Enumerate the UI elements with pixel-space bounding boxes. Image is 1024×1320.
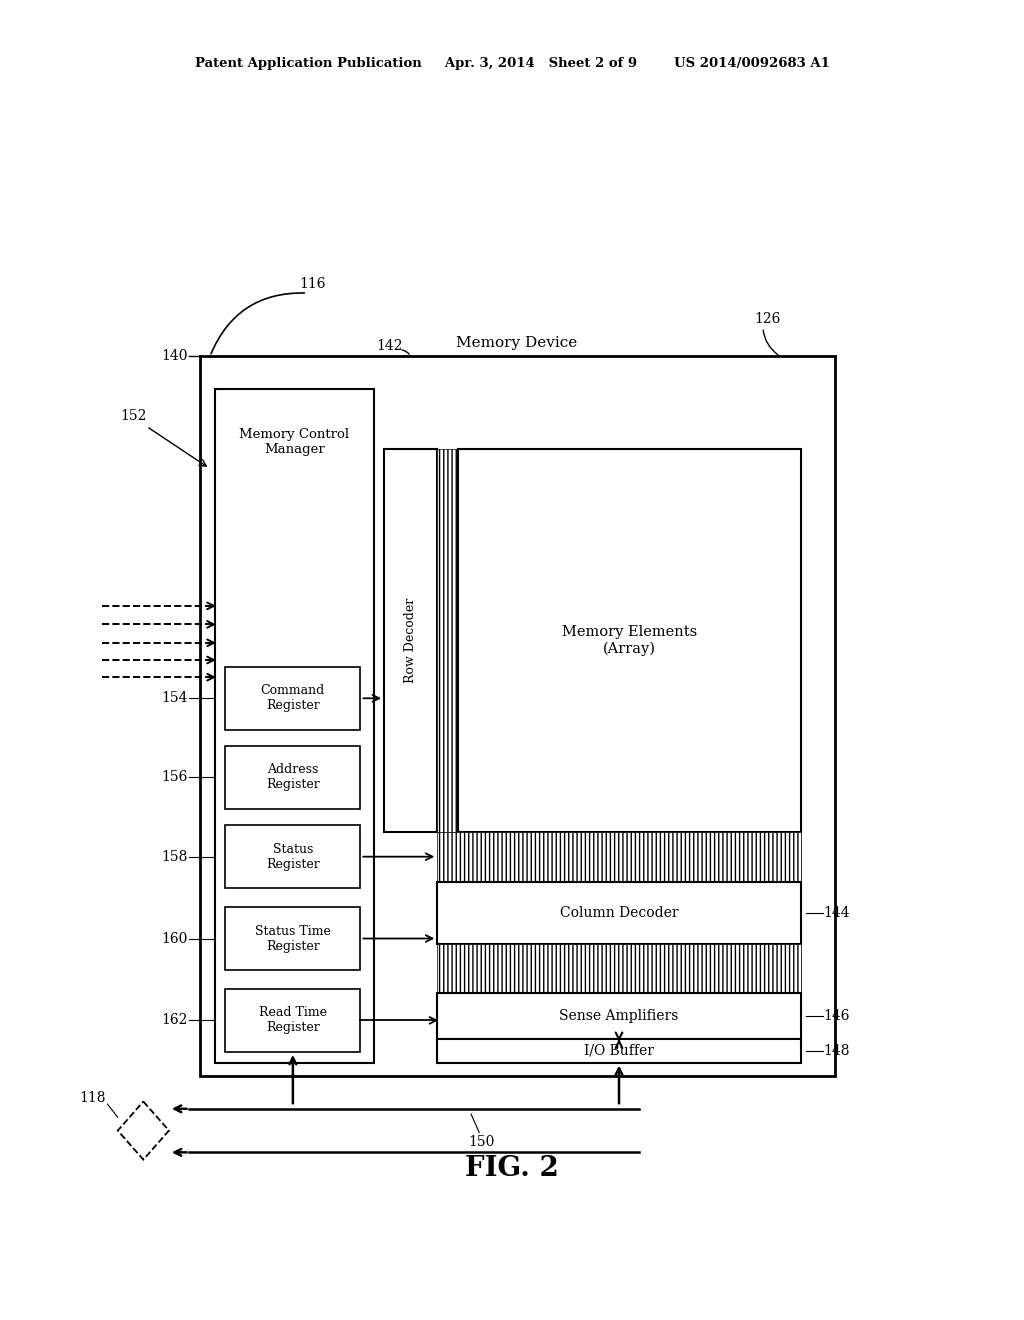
Text: Memory Elements
(Array): Memory Elements (Array)	[561, 624, 697, 656]
Text: FIG. 2: FIG. 2	[465, 1155, 559, 1181]
Text: Patent Application Publication     Apr. 3, 2014   Sheet 2 of 9        US 2014/00: Patent Application Publication Apr. 3, 2…	[195, 57, 829, 70]
Text: 154: 154	[161, 692, 187, 705]
Text: 152: 152	[120, 409, 146, 422]
Text: 160: 160	[161, 932, 187, 945]
Text: I/O Buffer: I/O Buffer	[584, 1044, 654, 1057]
Text: 142: 142	[376, 339, 402, 352]
Bar	[437, 1039, 801, 1063]
Bar	[437, 993, 801, 1039]
Text: Command
Register: Command Register	[261, 684, 325, 713]
Text: Memory Control
Manager: Memory Control Manager	[240, 428, 349, 457]
Text: Status
Register: Status Register	[266, 842, 319, 871]
Text: Address
Register: Address Register	[266, 763, 319, 792]
Bar	[225, 746, 360, 809]
Text: 140: 140	[161, 350, 187, 363]
Bar	[200, 356, 835, 1076]
Bar	[225, 667, 360, 730]
Bar	[437, 944, 801, 993]
Text: 144: 144	[823, 906, 850, 920]
Text: Row Decoder: Row Decoder	[404, 598, 417, 682]
Text: Column Decoder: Column Decoder	[560, 906, 678, 920]
Text: 158: 158	[161, 850, 187, 863]
Bar	[215, 389, 374, 1063]
Text: 156: 156	[161, 771, 187, 784]
Bar	[437, 449, 458, 832]
Bar	[437, 882, 801, 944]
Bar	[225, 825, 360, 888]
Bar	[437, 832, 801, 882]
Text: Memory Device: Memory Device	[457, 337, 578, 350]
Text: 150: 150	[468, 1135, 495, 1148]
Bar	[225, 907, 360, 970]
Text: Status Time
Register: Status Time Register	[255, 924, 331, 953]
Text: 148: 148	[823, 1044, 850, 1057]
Bar	[225, 989, 360, 1052]
Text: 116: 116	[299, 277, 326, 290]
Text: 118: 118	[79, 1090, 105, 1105]
Text: Read Time
Register: Read Time Register	[259, 1006, 327, 1035]
Text: 126: 126	[755, 313, 781, 326]
Text: 162: 162	[161, 1014, 187, 1027]
Text: Sense Amplifiers: Sense Amplifiers	[559, 1008, 679, 1023]
Bar	[458, 449, 801, 832]
Bar	[384, 449, 437, 832]
Text: 146: 146	[823, 1008, 850, 1023]
